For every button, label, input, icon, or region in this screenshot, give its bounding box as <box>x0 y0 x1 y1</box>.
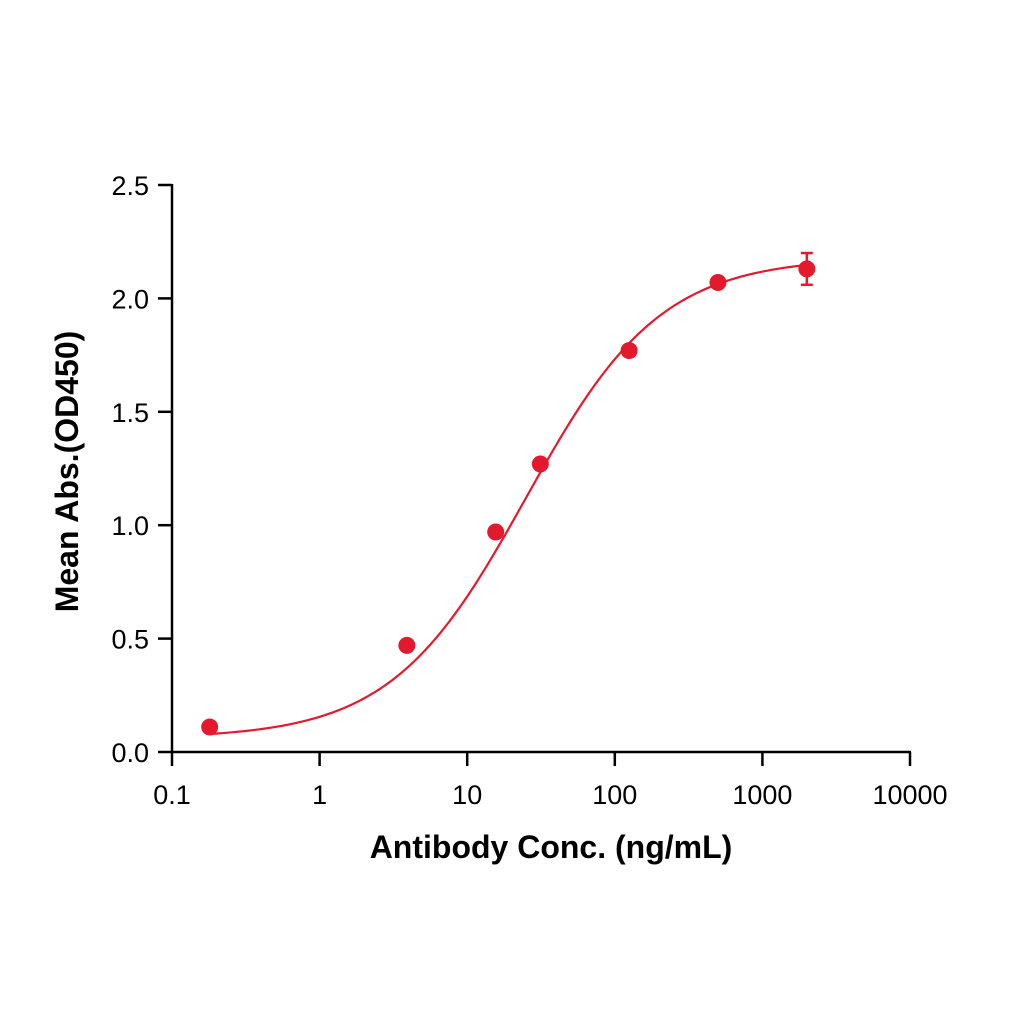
y-axis-title: Mean Abs.(OD450) <box>49 331 85 613</box>
fit-curve-layer <box>209 263 807 736</box>
data-point <box>201 718 219 736</box>
y-tick-label: 1.0 <box>111 511 149 541</box>
data-point <box>398 636 416 654</box>
y-tick-label: 0.5 <box>111 625 149 655</box>
axes: 0.0 0.5 1.0 1.5 2.0 2.5 0.1 1 10 100 1000 10000 <box>111 171 947 810</box>
y-tick-label: 2.0 <box>111 284 149 314</box>
x-axis-title: Antibody Conc. (ng/mL) <box>370 829 733 865</box>
data-point <box>487 523 505 541</box>
y-tick-label: 0.0 <box>111 738 149 768</box>
data-point <box>531 455 549 473</box>
x-tick-label: 0.1 <box>153 780 191 810</box>
data-point <box>709 274 727 292</box>
x-tick-label: 10 <box>452 780 482 810</box>
y-tick-label: 2.5 <box>111 171 149 201</box>
x-tick-label: 10000 <box>872 780 947 810</box>
x-tick-label: 1 <box>312 780 327 810</box>
x-tick-label: 1000 <box>732 780 792 810</box>
data-point <box>620 342 638 360</box>
data-point <box>798 260 816 278</box>
x-tick-label: 100 <box>592 780 637 810</box>
fit-curve <box>209 263 807 736</box>
data-points-layer <box>201 251 816 736</box>
y-tick-label: 1.5 <box>111 398 149 428</box>
